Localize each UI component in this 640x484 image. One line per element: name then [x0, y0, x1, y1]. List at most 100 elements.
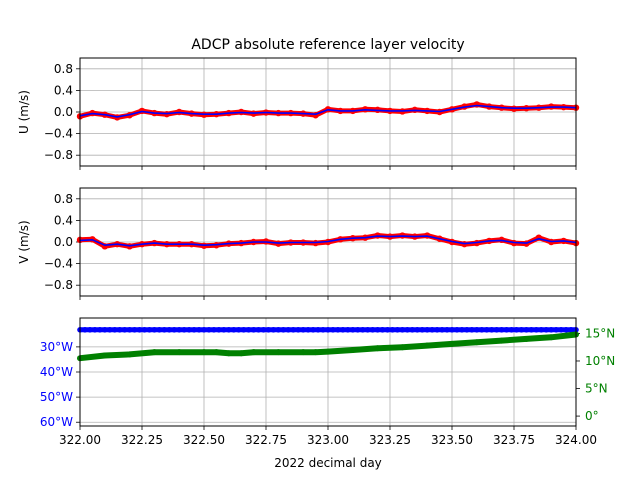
longitude-point [141, 327, 148, 333]
longitude-point [221, 327, 227, 333]
latitude-point [498, 337, 505, 344]
longitude-point [523, 327, 530, 333]
latitude-point [399, 344, 406, 351]
longitude-point [176, 327, 182, 333]
longitude-tick-label: 60°W [40, 415, 73, 429]
longitude-point [419, 327, 426, 333]
longitude-point [568, 327, 574, 333]
longitude-point [404, 327, 411, 333]
longitude-point [97, 327, 103, 333]
smoothed-velocity-line [79, 235, 577, 247]
longitude-point [444, 327, 450, 333]
longitude-point [250, 327, 257, 333]
latitude-point [523, 335, 530, 342]
longitude-point [498, 327, 505, 333]
position-panel: 322.00 322.25 322.50 322.75 323.00 323.25 323.… [40, 317, 615, 447]
longitude-point [151, 327, 158, 333]
axes-frame [79, 317, 577, 427]
longitude-point [260, 327, 267, 333]
longitude-point [325, 327, 331, 333]
axes-frame [79, 187, 577, 297]
latitude-point [312, 349, 319, 356]
latitude-point [213, 349, 220, 356]
y-tick-label: 0.4 [54, 83, 73, 97]
longitude-point [464, 327, 470, 333]
longitude-point [226, 327, 232, 333]
longitude-point [131, 327, 138, 333]
longitude-point [429, 327, 435, 333]
latitude-point [548, 334, 555, 341]
longitude-point [558, 327, 564, 333]
longitude-point [543, 327, 550, 333]
x-tick-label: 322.75 [245, 433, 287, 447]
longitude-point [548, 327, 554, 333]
longitude-point [503, 327, 510, 333]
longitude-point [295, 327, 302, 333]
longitude-point [270, 327, 277, 333]
v-velocity-panel: −0.8 −0.4 0.0 0.4 0.8 [44, 187, 580, 300]
longitude-point [488, 327, 495, 333]
longitude-point [483, 327, 490, 333]
longitude-point [340, 327, 346, 333]
longitude-point [563, 327, 569, 333]
latitude-point [238, 350, 245, 357]
v-axis-label: V (m/s) [17, 220, 31, 263]
longitude-point [191, 327, 197, 333]
longitude-point [459, 327, 465, 333]
longitude-tick-label: 50°W [40, 390, 73, 404]
longitude-point [454, 327, 460, 333]
y-tick-label: −0.8 [44, 278, 73, 292]
longitude-point [275, 327, 282, 333]
longitude-point [196, 327, 202, 333]
longitude-point [255, 327, 262, 333]
longitude-point [116, 327, 123, 333]
u-axis-label: U (m/s) [17, 90, 31, 134]
longitude-point [449, 327, 455, 333]
longitude-point [280, 327, 287, 333]
x-tick-label: 322.50 [183, 433, 225, 447]
longitude-point [245, 327, 252, 333]
longitude-point [166, 327, 173, 333]
x-tick-label: 323.00 [307, 433, 349, 447]
latitude-point [151, 349, 158, 356]
longitude-point [121, 327, 128, 333]
latitude-tick-label: 15°N [585, 326, 615, 340]
longitude-point [92, 327, 98, 333]
longitude-point [285, 327, 292, 333]
longitude-point [384, 327, 391, 333]
u-velocity-panel: −0.8 −0.4 0.0 0.4 0.8 [44, 57, 580, 170]
latitude-point [449, 340, 455, 347]
longitude-point [409, 327, 416, 333]
longitude-point [469, 327, 475, 333]
longitude-point [424, 327, 431, 333]
latitude-tick-label: 10°N [585, 354, 615, 368]
longitude-point [102, 327, 108, 333]
longitude-point [374, 327, 381, 333]
latitude-point [176, 349, 183, 356]
latitude-tick-label: 5°N [585, 382, 608, 396]
longitude-point [146, 327, 153, 333]
longitude-point [359, 327, 366, 333]
x-tick-label: 322.00 [59, 433, 101, 447]
longitude-point [206, 327, 212, 333]
longitude-point [186, 327, 192, 333]
longitude-point [474, 327, 480, 333]
longitude-point [330, 327, 336, 333]
longitude-point [305, 327, 311, 333]
latitude-tick-label: 0° [585, 409, 599, 423]
x-tick-label: 322.25 [121, 433, 163, 447]
axes-frame [79, 57, 577, 167]
longitude-point [290, 327, 297, 333]
longitude-point [345, 327, 351, 333]
longitude-point [320, 327, 326, 333]
longitude-point [533, 327, 540, 333]
longitude-point [335, 327, 341, 333]
longitude-point [310, 327, 316, 333]
longitude-point [364, 327, 371, 333]
longitude-point [156, 327, 163, 333]
smoothed-velocity-line [79, 104, 577, 118]
longitude-point [379, 327, 386, 333]
longitude-point [265, 327, 272, 333]
